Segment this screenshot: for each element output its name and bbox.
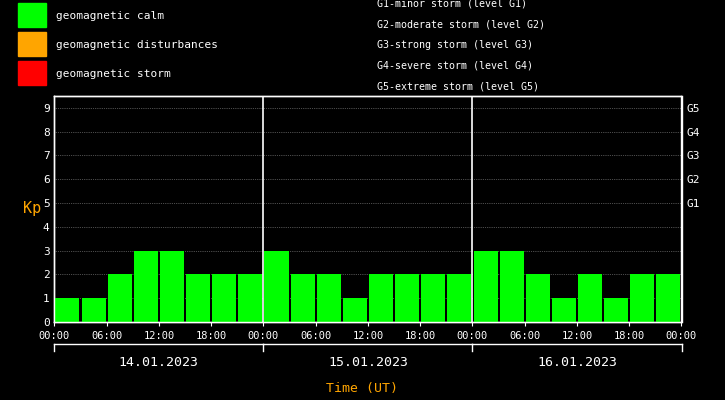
Text: G4-severe storm (level G4): G4-severe storm (level G4) — [377, 60, 533, 70]
Text: 15.01.2023: 15.01.2023 — [328, 356, 408, 369]
Bar — [18, 32, 46, 56]
Bar — [81, 298, 106, 322]
Bar — [291, 274, 315, 322]
Text: 14.01.2023: 14.01.2023 — [119, 356, 199, 369]
Bar — [604, 298, 628, 322]
Text: 16.01.2023: 16.01.2023 — [537, 356, 617, 369]
Bar — [186, 274, 210, 322]
Bar — [212, 274, 236, 322]
Text: G1-minor storm (level G1): G1-minor storm (level G1) — [377, 0, 527, 8]
Bar — [526, 274, 550, 322]
Bar — [500, 251, 523, 322]
Bar — [55, 298, 80, 322]
Bar — [343, 298, 367, 322]
Text: G5-extreme storm (level G5): G5-extreme storm (level G5) — [377, 81, 539, 91]
Bar — [18, 3, 46, 27]
Text: geomagnetic disturbances: geomagnetic disturbances — [56, 40, 217, 50]
Bar — [630, 274, 655, 322]
Text: Time (UT): Time (UT) — [326, 382, 399, 395]
Text: geomagnetic calm: geomagnetic calm — [56, 11, 164, 21]
Bar — [656, 274, 681, 322]
Text: G2-moderate storm (level G2): G2-moderate storm (level G2) — [377, 19, 545, 29]
Bar — [134, 251, 158, 322]
Bar — [239, 274, 262, 322]
Bar — [369, 274, 393, 322]
Bar — [265, 251, 289, 322]
Bar — [421, 274, 445, 322]
Text: geomagnetic storm: geomagnetic storm — [56, 69, 170, 79]
Bar — [108, 274, 132, 322]
Text: G3-strong storm (level G3): G3-strong storm (level G3) — [377, 40, 533, 50]
Bar — [552, 298, 576, 322]
Bar — [18, 61, 46, 85]
Bar — [578, 274, 602, 322]
Bar — [473, 251, 497, 322]
Bar — [395, 274, 419, 322]
Y-axis label: Kp: Kp — [22, 202, 41, 216]
Bar — [447, 274, 471, 322]
Bar — [317, 274, 341, 322]
Bar — [160, 251, 184, 322]
